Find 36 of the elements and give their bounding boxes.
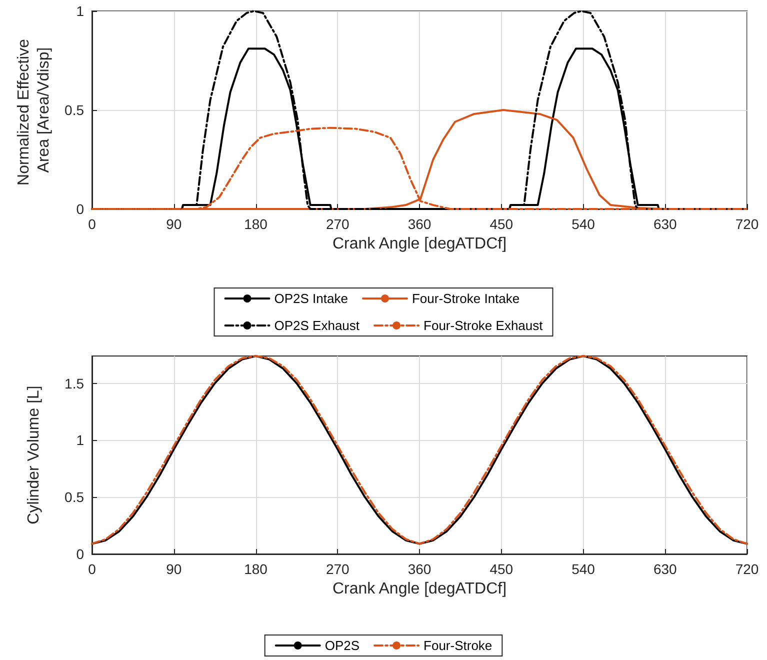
y-tick-label: 1 — [76, 3, 84, 19]
x-tick-label: 0 — [88, 561, 96, 577]
x-tick-label: 180 — [244, 216, 268, 232]
x-tick-label: 180 — [244, 561, 268, 577]
line-series — [91, 355, 748, 545]
y-tick-label: 0.5 — [64, 102, 84, 118]
legend-label: Four-Stroke Intake — [412, 291, 520, 306]
y-tick-label: 0 — [76, 546, 84, 562]
legend-label: OP2S — [324, 638, 360, 653]
x-axis-title: Crank Angle [degATDCf] — [332, 235, 507, 252]
legend-label: OP2S Intake — [274, 291, 348, 306]
x-tick-label: 450 — [490, 216, 514, 232]
x-tick-label: 540 — [572, 216, 596, 232]
y-tick-label: 1.5 — [64, 375, 84, 392]
legend-label: OP2S Exhaust — [274, 318, 360, 333]
x-tick-label: 360 — [408, 216, 432, 232]
x-tick-label: 630 — [653, 216, 678, 232]
x-tick-label: 270 — [326, 561, 350, 577]
x-tick-label: 540 — [572, 561, 596, 577]
y-axis-title: Cylinder Volume [L] — [26, 386, 42, 524]
x-tick-label: 90 — [166, 561, 182, 577]
legend-label: Four-Stroke Exhaust — [424, 318, 544, 333]
x-tick-label: 270 — [326, 216, 350, 232]
x-tick-label: 90 — [166, 216, 182, 232]
y-tick-label: 0.5 — [64, 489, 84, 506]
x-tick-label: 720 — [735, 561, 759, 577]
x-tick-label: 630 — [653, 561, 678, 577]
x-tick-label: 0 — [88, 216, 96, 232]
y-axis-title: Normalized Effective Area [Area/Vdisp] — [16, 34, 52, 186]
x-axis-title: Crank Angle [degATDCf] — [332, 580, 507, 598]
x-tick-label: 360 — [408, 561, 432, 577]
legend-label: Four-Stroke — [424, 638, 492, 653]
y-tick-label: 0 — [76, 201, 84, 217]
x-tick-label: 720 — [735, 216, 759, 232]
x-tick-label: 450 — [490, 561, 514, 577]
y-tick-label: 1 — [76, 432, 84, 448]
